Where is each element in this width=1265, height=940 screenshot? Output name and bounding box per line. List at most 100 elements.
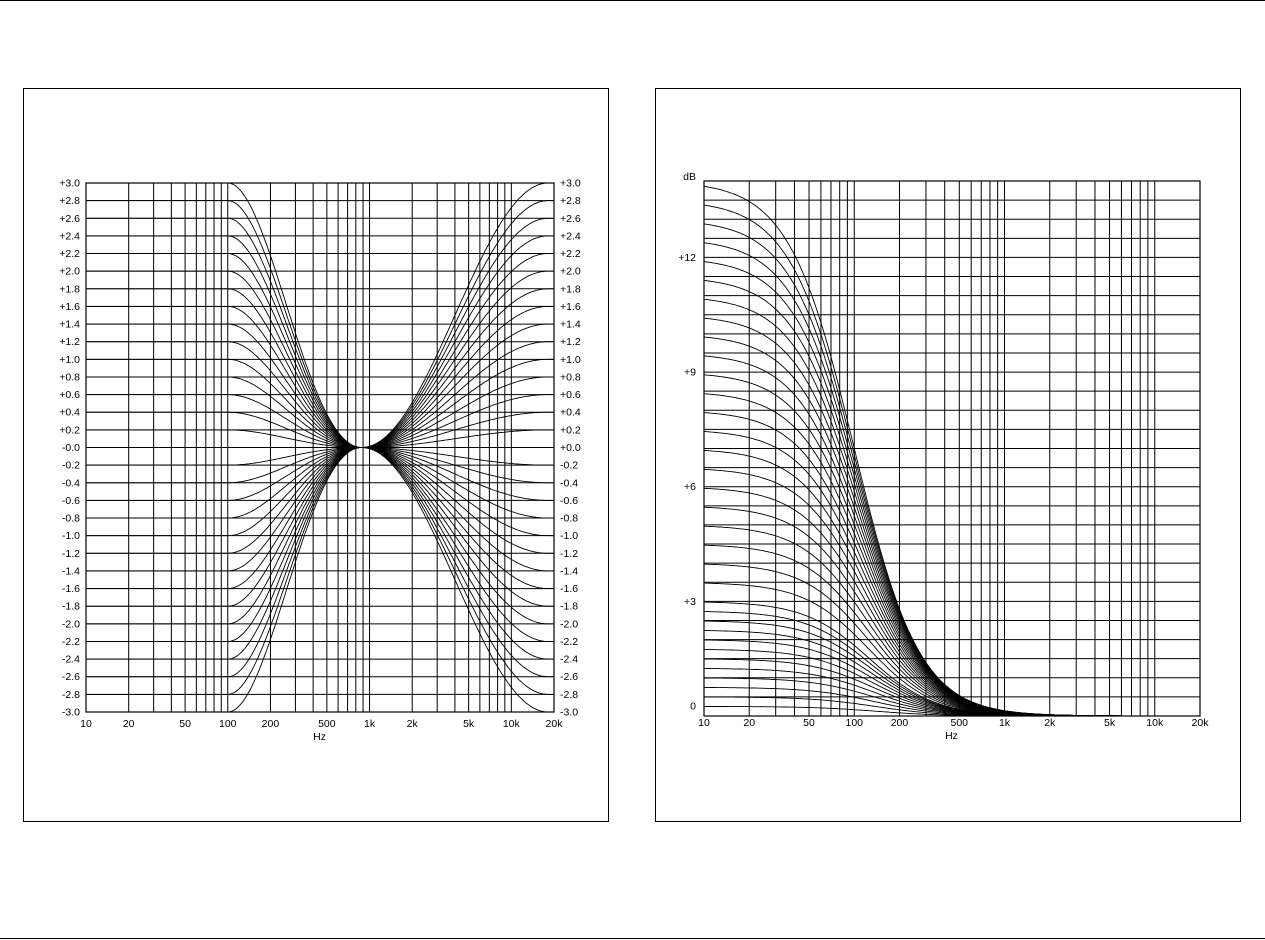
y-tick-label-left: -1.0 <box>62 530 80 542</box>
y-tick-label-right: -3.0 <box>560 707 578 719</box>
tilt-low-curve <box>86 305 362 448</box>
tilt-high-curve <box>361 323 554 448</box>
y-tick-label-right: -1.2 <box>560 548 578 560</box>
y-tick-label-right: -2.4 <box>560 654 578 666</box>
y-tick-label: +3 <box>684 596 696 608</box>
tilt-high-curve <box>361 447 554 660</box>
tilt-low-curve <box>86 217 362 448</box>
tilt-high-curve <box>361 182 554 448</box>
y-tick-label-right: -1.6 <box>560 583 578 595</box>
tilt-high-curve <box>361 288 554 448</box>
y-tick-label-left: +2.4 <box>59 230 80 242</box>
tilt-high-curve <box>361 429 554 448</box>
y-tick-label-right: +1.8 <box>560 283 581 295</box>
y-tick-label-right: +0.6 <box>560 389 581 401</box>
tilt-high-curve <box>361 200 554 448</box>
x-tick-label: 20k <box>1192 717 1210 729</box>
tilt-low-curve <box>86 447 362 625</box>
tilt-high-curve <box>361 447 554 501</box>
bottom-rule <box>0 938 1265 939</box>
tilt-high-curve <box>361 376 554 448</box>
y-tick-label-left: -1.4 <box>62 565 80 577</box>
y-tick-label-left: +0.6 <box>59 389 80 401</box>
tilt-high-curve <box>361 447 554 713</box>
tilt-high-curve <box>361 447 554 466</box>
y-tick-label-left: +1.8 <box>59 283 80 295</box>
x-tick-label: 200 <box>891 717 909 729</box>
x-tick-label: 50 <box>179 718 191 730</box>
tilt-low-curve <box>86 447 361 554</box>
tilt-low-curve <box>86 447 362 590</box>
y-tick-label-right: +1.2 <box>560 336 581 348</box>
shelf-curve <box>703 374 1200 717</box>
low-shelf-chart-panel: dB 0 +3 +6 +9 +12 10 20 50 100 200 500 1k 2k 5k 10k 20k H… <box>655 88 1241 822</box>
y-tick-label-left: -0.4 <box>62 477 80 489</box>
y-tick-label-left: -0.0 <box>62 442 80 454</box>
tilt-low-curve <box>86 235 362 448</box>
tilt-high-curve <box>361 447 554 590</box>
tilt-low-curve <box>86 358 361 448</box>
y-tick-label-right: +1.0 <box>560 354 581 366</box>
y-tick-label-left: -2.8 <box>62 689 80 701</box>
y-tick-label-right: +0.8 <box>560 371 581 383</box>
y-tick-label-right: -0.8 <box>560 513 578 525</box>
y-tick-label-right: +0.4 <box>560 407 581 419</box>
tilt-high-curve <box>361 235 554 448</box>
tilt-high-curve <box>361 358 554 448</box>
low-shelf-chart: dB 0 +3 +6 +9 +12 10 20 50 100 200 500 1k 2k 5k 10k 20k H… <box>678 171 1210 742</box>
shelf-curve <box>704 706 1200 717</box>
y-tick-label-right: +2.6 <box>560 213 581 225</box>
y-tick-label-right: -0.2 <box>560 460 578 472</box>
y-tick-label-left: -2.0 <box>62 618 80 630</box>
y-tick-label-left: -2.4 <box>62 654 80 666</box>
x-tick-label: 5k <box>1104 717 1116 729</box>
shelf-curve <box>703 317 1200 717</box>
x-tick-label: 100 <box>219 718 237 730</box>
y-tick-label-right: -1.8 <box>560 601 578 613</box>
tilt-high-curve <box>361 341 554 448</box>
y-tick-label-right: +1.4 <box>560 319 581 331</box>
tilt-low-curve <box>86 447 361 466</box>
y-tick-label-right: -2.2 <box>560 636 578 648</box>
y-tick-label-right: +2.0 <box>560 266 581 278</box>
tilt-high-curve <box>361 217 554 448</box>
x-tick-label: 10k <box>1146 717 1164 729</box>
y-tick-label-right: -2.0 <box>560 618 578 630</box>
tilt-low-curve <box>86 447 362 572</box>
shelf-grid <box>703 180 1201 717</box>
y-tick-label-left: +3.0 <box>59 178 80 190</box>
x-tick-label: 10 <box>80 718 92 730</box>
x-tick-label: 20 <box>743 717 755 729</box>
tilt-low-curve <box>86 288 362 448</box>
y-tick-label-left: +2.8 <box>59 195 80 207</box>
y-tick-label-left: +0.4 <box>59 407 80 419</box>
tilt-high-curve <box>361 447 554 625</box>
tilt-high-curve <box>361 447 554 519</box>
x-tick-label: 1k <box>364 718 376 730</box>
shelf-curve <box>703 242 1200 717</box>
y-tick-label-left: -0.8 <box>62 513 80 525</box>
x-tick-label: 10 <box>698 717 710 729</box>
tilt-high-curve <box>361 447 554 537</box>
tilt-low-curve <box>86 447 361 537</box>
y-tick-label-right: +1.6 <box>560 301 581 313</box>
y-tick-label: 0 <box>690 701 696 713</box>
x-tick-label: 500 <box>951 717 969 729</box>
top-rule <box>0 0 1265 1</box>
tilt-high-curve <box>361 447 554 484</box>
x-tick-label: 20k <box>546 718 564 730</box>
y-tick-label-left: +2.0 <box>59 266 80 278</box>
x-tick-label: 500 <box>318 718 336 730</box>
x-tick-label: 10k <box>503 718 521 730</box>
y-tick-label-left: -1.2 <box>62 548 80 560</box>
tilt-low-curve <box>86 447 362 660</box>
tilt-high-curve <box>361 305 554 448</box>
x-tick-label: 2k <box>407 718 419 730</box>
tilt-low-curve <box>86 447 362 642</box>
tilt-low-curve <box>86 447 362 607</box>
tilt-high-curve <box>361 394 554 448</box>
tilt-low-curve <box>86 394 361 448</box>
y-tick-label: +6 <box>684 481 696 493</box>
tilt-high-curve <box>361 270 554 448</box>
x-tick-label: 50 <box>803 717 815 729</box>
